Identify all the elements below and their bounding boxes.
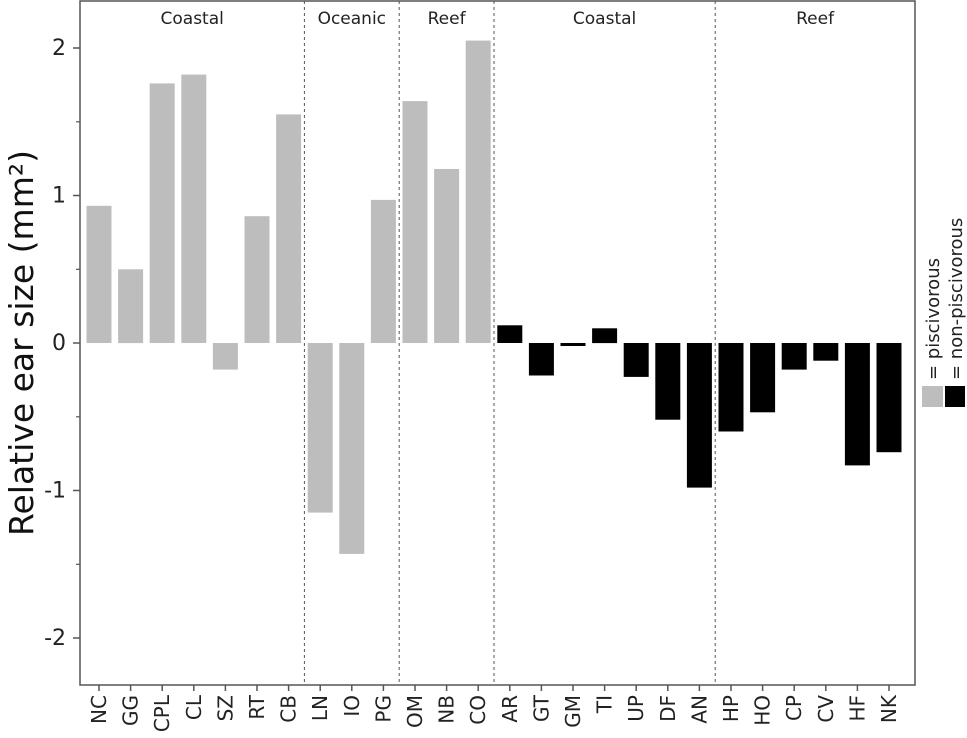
x-tick-label-nk: NK xyxy=(877,694,901,723)
bar-df xyxy=(655,343,681,420)
bar-up xyxy=(623,343,649,377)
bar-ar xyxy=(497,325,523,343)
legend: = piscivorous = non-piscivorous xyxy=(922,218,967,407)
x-tick-label-gm: GM xyxy=(561,695,585,728)
bar-om xyxy=(402,101,428,343)
bar-io xyxy=(339,343,365,554)
group-label-2: Reef xyxy=(428,9,467,29)
x-axis: NC GG CPL CL SZ RT CB LN IO PG OM NB CO AR GT GM TI UP DF A… xyxy=(87,685,901,732)
legend-swatch-piscivorous xyxy=(922,386,943,407)
x-tick-label-nc: NC xyxy=(87,695,111,724)
bar-cv xyxy=(813,343,839,361)
group-dividers xyxy=(303,1,716,685)
bar-sz xyxy=(212,343,238,370)
group-label-1: Oceanic xyxy=(318,9,386,29)
x-tick-label-df: DF xyxy=(656,695,680,722)
x-tick-label-gt: GT xyxy=(529,694,553,722)
bar-rt xyxy=(244,216,270,343)
x-tick-label-up: UP xyxy=(624,695,648,722)
bar-an xyxy=(686,343,712,488)
y-tick-label: 2 xyxy=(52,36,66,61)
bar-gm xyxy=(560,343,586,346)
x-tick-label-nb: NB xyxy=(435,695,459,724)
y-tick-label: -1 xyxy=(44,479,66,504)
x-tick-label-ln: LN xyxy=(308,695,332,721)
x-tick-label-pg: PG xyxy=(371,695,395,723)
x-tick-label-cv: CV xyxy=(814,695,838,723)
x-tick-label-cpl: CPL xyxy=(150,694,174,732)
x-tick-label-ho: HO xyxy=(751,695,775,726)
group-label-4: Reef xyxy=(796,9,835,29)
x-tick-label-om: OM xyxy=(403,695,427,728)
x-tick-label-cl: CL xyxy=(182,694,206,720)
group-label-0: Coastal xyxy=(161,9,224,29)
y-tick-label: -2 xyxy=(44,626,66,651)
bar-cb xyxy=(276,114,302,344)
y-axis-title: Relative ear size (mm²) xyxy=(2,150,41,536)
x-tick-label-cb: CB xyxy=(277,695,301,723)
bar-gg xyxy=(118,269,144,344)
y-tick-label: 1 xyxy=(52,184,66,209)
legend-label-non-piscivorous: = non-piscivorous xyxy=(946,218,967,380)
x-tick-label-hp: HP xyxy=(719,695,743,722)
bar-gt xyxy=(528,343,554,376)
x-tick-label-cp: CP xyxy=(782,695,806,721)
bar-co xyxy=(465,40,491,343)
bar-hf xyxy=(844,343,870,466)
x-tick-label-gg: GG xyxy=(119,695,143,726)
x-tick-label-ar: AR xyxy=(498,695,522,723)
y-tick-label: 0 xyxy=(52,331,66,356)
group-label-3: Coastal xyxy=(573,9,636,29)
bar-cl xyxy=(181,74,207,343)
bar-nk xyxy=(876,343,902,453)
x-tick-label-an: AN xyxy=(687,695,711,724)
x-tick-label-io: IO xyxy=(340,695,364,717)
bar-cp xyxy=(781,343,807,370)
bar-nc xyxy=(86,205,112,343)
x-tick-label-hf: HF xyxy=(845,695,869,722)
x-tick-label-sz: SZ xyxy=(213,695,237,721)
bar-pg xyxy=(370,199,396,343)
x-tick-label-co: CO xyxy=(466,695,490,725)
legend-label-piscivorous: = piscivorous xyxy=(923,258,944,380)
x-tick-label-ti: TI xyxy=(593,695,617,714)
bar-ti xyxy=(592,328,618,344)
x-tick-label-rt: RT xyxy=(245,694,269,719)
bar-ho xyxy=(750,343,776,413)
bar-hp xyxy=(718,343,744,432)
legend-swatch-non-piscivorous xyxy=(945,386,965,407)
bar-cpl xyxy=(149,83,175,344)
bars-layer xyxy=(86,40,902,554)
bar-nb xyxy=(434,169,460,343)
group-labels: Coastal Oceanic Reef Coastal Reef xyxy=(161,9,836,29)
y-axis: 2 1 0 -1 -2 xyxy=(44,36,80,651)
bar-ln xyxy=(307,343,333,513)
